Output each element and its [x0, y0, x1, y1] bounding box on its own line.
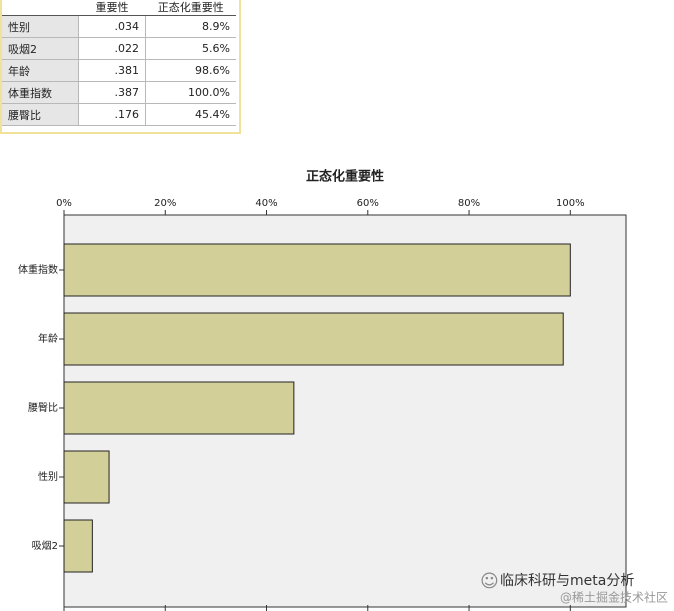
bar: [63, 312, 564, 366]
chart-title: 正态化重要性: [306, 169, 384, 185]
value-cell: .387: [78, 81, 146, 104]
row-label: 腰臀比: [2, 103, 79, 126]
bar: [63, 381, 295, 435]
table-row: 性别 .034 8.9%: [2, 15, 236, 38]
value-cell: 5.6%: [145, 37, 236, 60]
x-tick-label: 100%: [556, 198, 585, 209]
header-cell: 重要性: [78, 0, 146, 16]
y-tick-label: 年龄: [38, 332, 58, 345]
header-cell: [2, 0, 79, 16]
value-cell: 98.6%: [145, 59, 236, 82]
row-label: 年龄: [2, 59, 79, 82]
bar: [63, 519, 93, 573]
value-cell: 45.4%: [145, 103, 236, 126]
x-tick-label: 0%: [56, 198, 72, 209]
row-label: 性别: [2, 15, 79, 38]
value-cell: .034: [78, 15, 146, 38]
table-row: 腰臀比 .176 45.4%: [2, 103, 236, 126]
table-row: 体重指数 .387 100.0%: [2, 81, 236, 104]
table-row: 年龄 .381 98.6%: [2, 59, 236, 82]
value-cell: .022: [78, 37, 146, 60]
header-cell: 正态化重要性: [145, 0, 236, 16]
y-tick-label: 吸烟2: [32, 539, 58, 552]
x-tick-label: 60%: [357, 198, 379, 209]
value-cell: 100.0%: [145, 81, 236, 104]
header-row: 重要性 正态化重要性: [2, 0, 236, 16]
bar: [63, 243, 571, 297]
value-cell: 8.9%: [145, 15, 236, 38]
y-tick-label: 腰臀比: [28, 402, 58, 414]
value-cell: .381: [78, 59, 146, 82]
table-row: 吸烟2.022 5.6%: [2, 37, 236, 60]
watermark-site: @稀土掘金技术社区: [560, 590, 668, 605]
y-tick-label: 性别: [38, 470, 58, 483]
value-cell: .176: [78, 103, 146, 126]
x-tick-label: 80%: [458, 198, 480, 209]
wechat-icon: ☺: [480, 571, 499, 592]
x-tick-label: 20%: [154, 198, 176, 209]
watermark: 临床科研与meta分析: [500, 573, 634, 589]
y-tick-label: 体重指数: [18, 263, 58, 276]
table: 重要性 正态化重要性 性别 .034 8.9% 吸烟2.022 5.6% 年龄 .381 98.6…: [2, 0, 236, 126]
bar: [63, 450, 110, 504]
row-label: 体重指数: [2, 81, 79, 104]
importance-table: 重要性 正态化重要性 性别 .034 8.9% 吸烟2.022 5.6% 年龄 .381 98.6…: [0, 0, 241, 134]
row-label: 吸烟2: [2, 37, 79, 60]
x-tick-label: 40%: [255, 198, 277, 209]
